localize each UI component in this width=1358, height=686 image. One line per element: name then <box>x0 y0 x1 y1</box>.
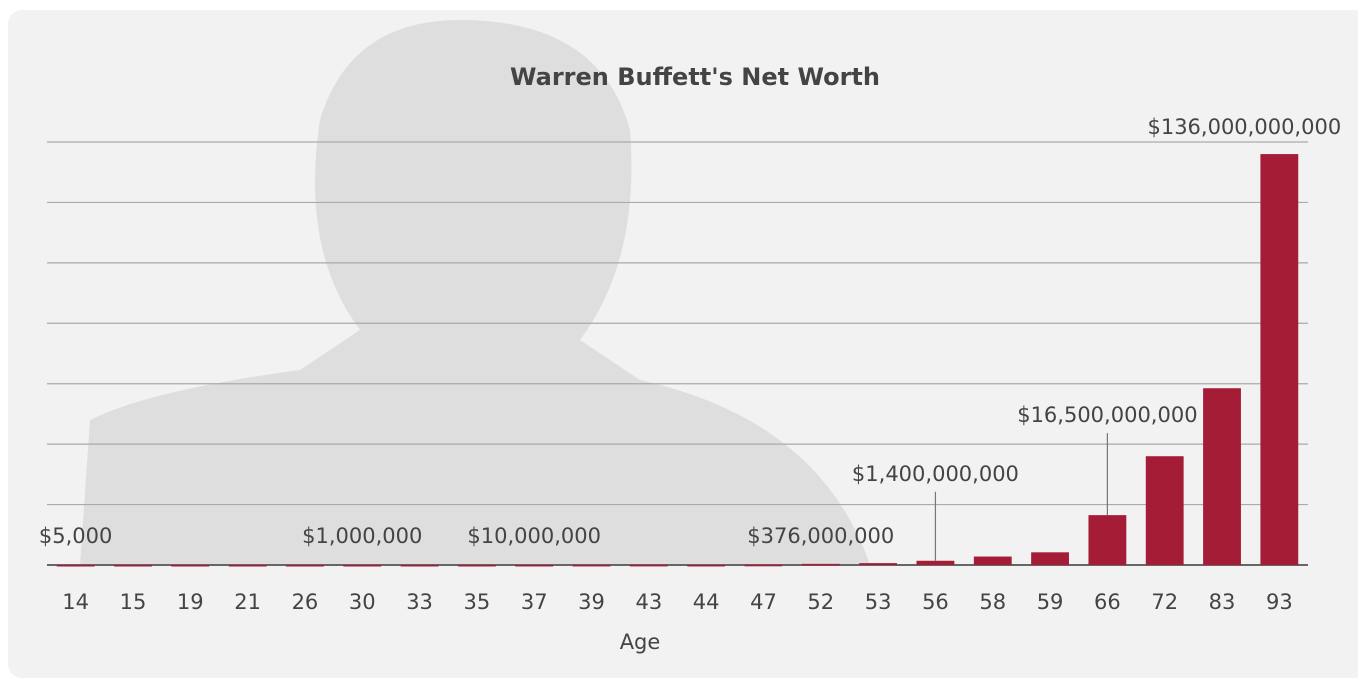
data-label: $5,000 <box>39 524 112 548</box>
chart-title: Warren Buffett's Net Worth <box>510 63 880 91</box>
bar <box>1031 552 1069 565</box>
x-tick-label: 66 <box>1094 590 1121 614</box>
data-label: $376,000,000 <box>747 524 894 548</box>
x-tick-label: 35 <box>464 590 491 614</box>
x-tick-label: 56 <box>922 590 949 614</box>
data-label: $1,000,000 <box>302 524 422 548</box>
x-tick-label: 14 <box>62 590 89 614</box>
bar <box>916 560 955 565</box>
bar <box>343 564 382 567</box>
bar <box>1088 515 1127 565</box>
bar <box>286 564 324 567</box>
bar <box>228 564 267 567</box>
x-tick-label: 52 <box>807 590 834 614</box>
bar <box>457 564 496 567</box>
x-tick-label: 93 <box>1266 590 1293 614</box>
x-tick-label: 30 <box>349 590 376 614</box>
bar <box>515 564 554 567</box>
x-tick-label: 72 <box>1151 590 1178 614</box>
x-tick-label: 47 <box>750 590 777 614</box>
x-tick-label: 59 <box>1037 590 1064 614</box>
x-axis-label: Age <box>620 630 661 654</box>
bar <box>801 563 840 566</box>
portrait-silhouette <box>80 20 870 565</box>
bar <box>400 564 439 567</box>
bar <box>1260 154 1299 566</box>
bar <box>1203 388 1241 565</box>
data-label: $16,500,000,000 <box>1017 403 1197 427</box>
data-label: $136,000,000,000 <box>1147 115 1341 139</box>
x-tick-label: 19 <box>177 590 204 614</box>
bar <box>687 564 726 567</box>
x-tick-label: 58 <box>979 590 1006 614</box>
x-tick-label: 26 <box>292 590 319 614</box>
data-label: $1,400,000,000 <box>852 462 1019 486</box>
x-tick-label: 43 <box>635 590 662 614</box>
x-tick-label: 83 <box>1209 590 1236 614</box>
x-tick-label: 44 <box>693 590 720 614</box>
panel <box>8 10 1358 678</box>
bar <box>56 565 95 567</box>
bar <box>572 564 611 567</box>
x-tick-label: 53 <box>865 590 892 614</box>
x-tick-label: 15 <box>120 590 147 614</box>
x-tick-label: 21 <box>234 590 261 614</box>
x-tick-label: 37 <box>521 590 548 614</box>
data-label: $10,000,000 <box>467 524 601 548</box>
bar <box>973 556 1012 565</box>
bar <box>744 564 783 567</box>
bar <box>1145 456 1184 565</box>
bar <box>114 565 152 567</box>
bar <box>629 564 668 567</box>
x-tick-label: 39 <box>578 590 605 614</box>
bar <box>171 565 210 567</box>
bar <box>859 563 898 565</box>
x-tick-label: 33 <box>406 590 433 614</box>
